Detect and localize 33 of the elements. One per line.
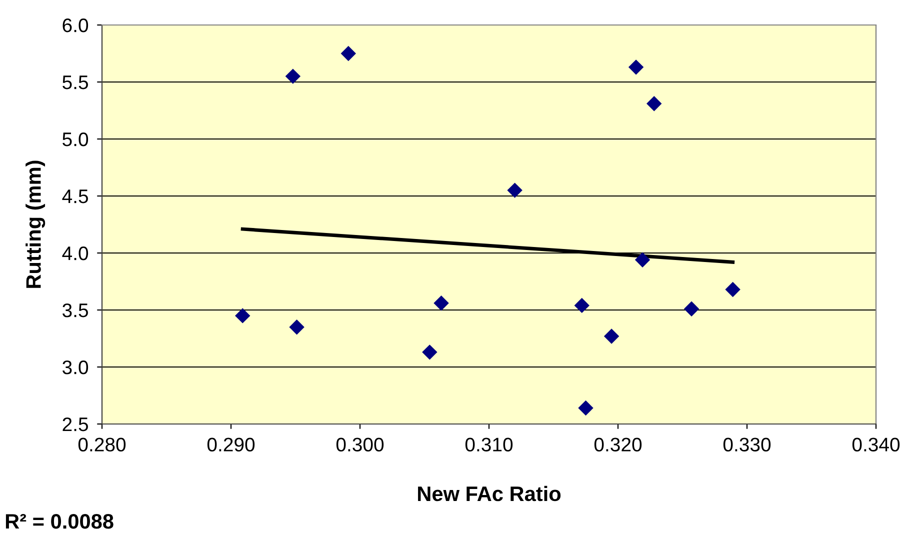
point [422,344,438,360]
point [285,68,301,84]
x-tick-label: 0.320 [594,438,642,452]
y-tick-label: 4.0 [62,246,88,260]
y-tick-label: 2.5 [62,417,88,432]
point [604,328,620,344]
y-tick-label: 5.5 [62,76,88,90]
point [578,400,594,416]
point [507,182,522,198]
x-axis-title: New FAc Ratio [418,486,561,502]
y-tick-label: 3.5 [62,303,88,318]
point [646,96,662,112]
y-tick-label: 3.0 [62,360,88,374]
point [340,46,356,62]
y-tick-label: 4.5 [62,190,88,204]
x-tick-label: 0.280 [78,438,126,452]
point [634,252,650,268]
point [628,60,644,75]
point [574,298,590,314]
point [684,301,700,316]
point [434,296,449,311]
point [289,319,304,335]
x-tick-label: 0.310 [465,438,513,452]
point [235,308,250,324]
y-tick-label: 6.0 [62,18,88,32]
y-tick-label: 5.0 [62,132,88,146]
y-axis-title: Rutting (mm) [26,160,46,288]
point [725,282,740,298]
x-tick-label: 0.330 [723,438,771,452]
x-tick-label: 0.290 [207,438,255,452]
text: R² = 0.0088 [6,514,114,529]
x-tick-label: 0.300 [336,438,384,452]
x-tick-label: 0.340 [852,438,900,452]
